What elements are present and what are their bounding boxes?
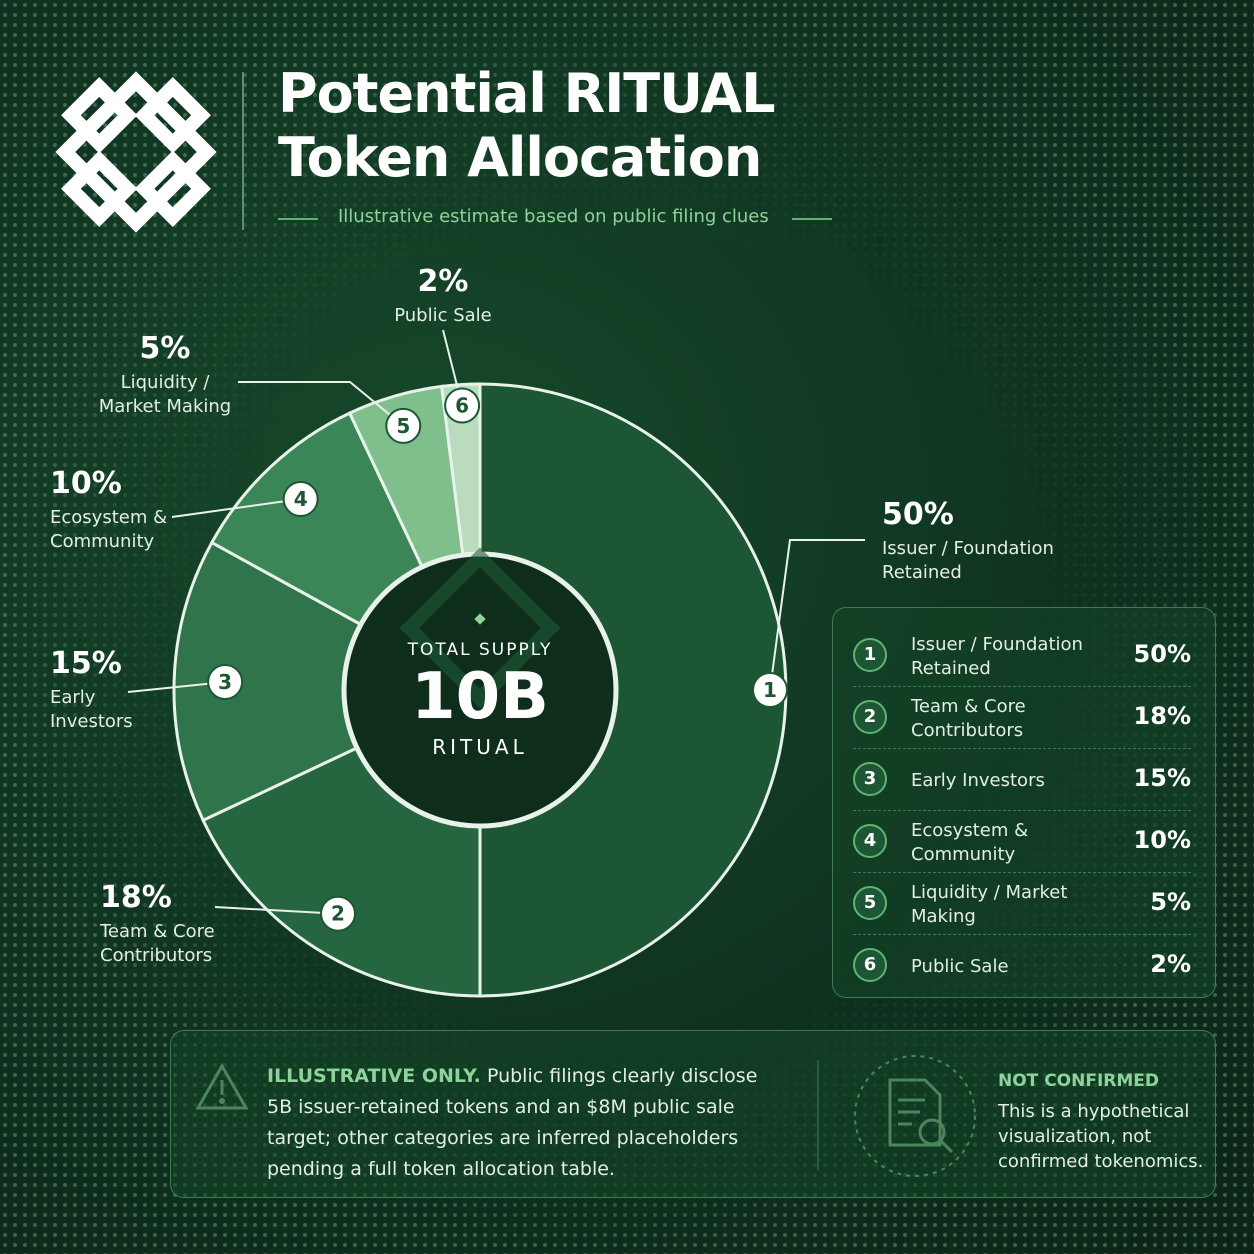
legend-number: 4 <box>853 824 887 858</box>
slice <box>172 540 362 823</box>
legend-number: 5 <box>853 886 887 920</box>
slice-percent: 18% <box>100 880 172 915</box>
legend-row: 5 Liquidity / Market Making 5% <box>853 874 1191 935</box>
slice <box>201 746 482 998</box>
donut: 1 2 3 4 5 6 <box>127 329 865 998</box>
center-diamond <box>474 613 486 625</box>
slice-number: 6 <box>455 394 469 418</box>
slice-badge <box>320 895 357 932</box>
legend-label: Ecosystem & Community <box>911 820 1029 865</box>
legend-row: 1 Issuer / Foundation Retained 50% <box>853 626 1191 687</box>
status-text: This is a hypothetical visualization, no… <box>998 1101 1204 1172</box>
disclaimer-body: Public filings clearly disclose 5B issue… <box>267 1065 758 1180</box>
legend: 1 Issuer / Foundation Retained 50% 2 Team & … <box>832 607 1216 998</box>
slice-badge <box>207 663 244 700</box>
slice-percent: 15% <box>50 646 122 681</box>
legend-row: 3 Early Investors 15% <box>853 750 1191 811</box>
legend-number: 6 <box>853 948 887 982</box>
legend-label: Team & Core Contributors <box>911 696 1026 741</box>
slice-label: Ecosystem & Community <box>50 507 168 552</box>
legend-value: 50% <box>1133 640 1191 668</box>
slice-percent: 5% <box>139 331 191 366</box>
legend-value: 10% <box>1133 826 1191 854</box>
disclaimer: ILLUSTRATIVE ONLY. Public filings clearl… <box>170 1030 1216 1198</box>
disclaimer-text: ILLUSTRATIVE ONLY. Public filings clearl… <box>267 1061 787 1185</box>
slice-label: Public Sale <box>394 305 492 326</box>
subtitle: Illustrative estimate based on public fi… <box>338 206 769 227</box>
legend-row: 4 Ecosystem & Community 10% <box>853 812 1191 873</box>
slice-badge <box>385 407 422 444</box>
slice-badge <box>444 387 481 424</box>
legend-number: 2 <box>853 700 887 734</box>
center-unit: RITUAL <box>432 735 528 759</box>
leader-line <box>769 539 865 691</box>
status-title: NOT CONFIRMED <box>998 1071 1160 1091</box>
slice-label: Early Investors <box>50 687 133 732</box>
slice-percent: 2% <box>417 264 469 299</box>
slice-number: 5 <box>396 414 410 438</box>
slice-number: 1 <box>763 678 777 702</box>
legend-value: 5% <box>1150 888 1191 916</box>
slice-label: Liquidity / Market Making <box>98 372 232 417</box>
slice <box>478 382 788 998</box>
legend-value: 2% <box>1150 950 1191 978</box>
center-ornament <box>399 547 561 709</box>
title: Potential RITUAL Token Allocation <box>278 62 776 189</box>
legend-number: 1 <box>853 638 887 672</box>
slice-percent: 10% <box>50 466 122 501</box>
slice-number: 4 <box>294 487 308 511</box>
leader-line <box>238 381 404 427</box>
legend-label: Public Sale <box>911 956 1009 977</box>
legend-label: Issuer / Foundation Retained <box>911 634 1083 679</box>
legend-value: 15% <box>1133 764 1191 792</box>
legend-label: Liquidity / Market Making <box>911 882 1068 927</box>
slice-label: Team & Core Contributors <box>100 921 215 966</box>
slice-badge <box>282 481 319 518</box>
leader-line <box>171 498 301 518</box>
center-value: 10B <box>411 660 549 734</box>
legend-row: 2 Team & Core Contributors 18% <box>853 688 1191 749</box>
slice-number: 2 <box>331 902 345 926</box>
slice <box>209 411 424 627</box>
legend-number: 3 <box>853 762 887 796</box>
slice-label: Issuer / Foundation Retained <box>882 538 1054 583</box>
leader-line <box>214 906 339 915</box>
legend-label: Early Investors <box>911 770 1045 791</box>
logo <box>55 71 217 233</box>
disclaimer-heading: ILLUSTRATIVE ONLY. <box>267 1065 481 1087</box>
legend-value: 18% <box>1133 702 1191 730</box>
center-label: TOTAL SUPPLY <box>407 640 553 660</box>
legend-row: 6 Public Sale 2% <box>853 936 1191 996</box>
slice-percent: 50% <box>882 497 954 532</box>
slice-badge <box>752 672 788 708</box>
slice-number: 3 <box>218 670 232 694</box>
